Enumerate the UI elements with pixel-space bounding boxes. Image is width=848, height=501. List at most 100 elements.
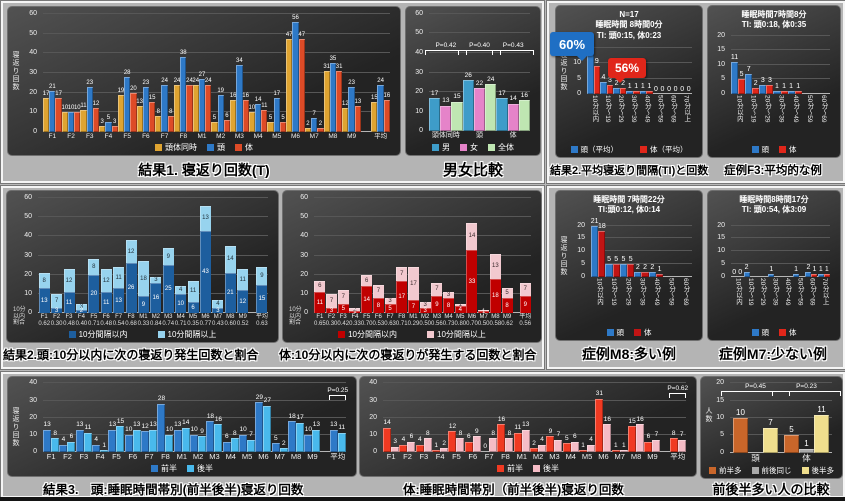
x-axis-label: 平均 xyxy=(371,132,390,140)
y-tick-label: 20 xyxy=(717,31,725,39)
bar xyxy=(286,39,293,132)
bar xyxy=(383,427,392,452)
bar-value-label: 0 xyxy=(686,86,691,93)
x-axis-label-text: 体 xyxy=(802,452,811,463)
bar-column: 5 xyxy=(267,10,274,132)
bar-segment: 5 xyxy=(501,288,513,298)
legend-item: 後半多 xyxy=(801,465,834,476)
bar xyxy=(440,105,452,132)
legend-label: 後半 xyxy=(197,464,213,473)
stacked-bar: 14 33 xyxy=(466,194,478,314)
bar xyxy=(646,90,653,94)
bar-value-label: 10 xyxy=(239,426,247,434)
legend: 前半 後半 xyxy=(13,461,351,474)
bar-column: 12 xyxy=(448,380,457,452)
bar-value-label: 11 xyxy=(261,103,268,110)
bar-column: 16 xyxy=(242,10,249,132)
caption-result1: 結果1. 寝返り回数(T) xyxy=(138,162,270,178)
bar-value-label: 13 xyxy=(40,297,48,304)
bar-value-label: 2 xyxy=(442,439,446,447)
bar-value-label: 1 xyxy=(627,82,632,90)
x-axis-label-text: M9 xyxy=(307,451,318,461)
bar-column: 11 xyxy=(261,10,268,132)
x-axis-label: M7 xyxy=(212,313,224,321)
bar-value-label: 3 xyxy=(388,297,392,304)
y-tick-label: 10 xyxy=(300,290,308,298)
bar-value-label: 11 xyxy=(817,404,826,414)
y-tick-label: 60 xyxy=(29,9,37,17)
bar-value-label: 15 xyxy=(628,417,636,425)
bar xyxy=(464,441,473,452)
ratio-cell: 0.63 xyxy=(256,321,268,327)
bar-segment: 9 xyxy=(519,296,531,314)
y-tick-label: 0 xyxy=(581,273,585,280)
bar-value-label: 9 xyxy=(200,427,204,435)
x-axis-label: F1 xyxy=(38,313,50,321)
bar xyxy=(587,444,596,452)
bar xyxy=(669,438,678,452)
chart-title: 睡眠時間8時間17分 TI: 頭0:54, 体3:09 xyxy=(713,195,835,216)
block-bottom: 0 10 20 30 40 13 8 4 6 13 11 4 1 13 15 10 13 12 13 28 10 13 14… xyxy=(1,372,845,498)
x-axis-label-text: M8 xyxy=(630,451,642,461)
bar-value-label: 3 xyxy=(423,301,427,308)
x-axis-label-text: M6 xyxy=(467,314,477,321)
bar xyxy=(155,116,162,132)
bar-value-label: 24 xyxy=(377,77,384,84)
x-axis-label: F6 xyxy=(373,313,385,321)
bar-column: 2 xyxy=(279,380,288,452)
bar-value-label: 21 xyxy=(49,83,56,90)
x-axis-label: 20分～29 xyxy=(756,277,768,325)
x-axis-label-text: F1 xyxy=(46,451,56,461)
bar-column: 8 xyxy=(456,380,465,452)
bar-group: 16 8 xyxy=(497,380,514,452)
bar xyxy=(108,429,117,452)
bar xyxy=(230,100,237,132)
stacked-bar: 12 26 xyxy=(125,194,137,314)
gridline xyxy=(383,433,686,435)
bar-column: 1 xyxy=(794,33,802,94)
bar-group: 11 6 xyxy=(187,194,199,314)
bar-value-label: 7 xyxy=(746,65,751,73)
bar-column: 7 xyxy=(247,380,256,452)
bar-value-label: 6 xyxy=(409,433,414,440)
x-axis-label: F5 xyxy=(88,313,100,321)
bar-column: 5 xyxy=(619,218,628,277)
bar-group: 10 10 10 xyxy=(61,10,81,132)
y-tick-label: 0 xyxy=(721,90,725,97)
bar-column: 13 xyxy=(43,380,52,452)
gridline xyxy=(429,12,530,14)
bar-value-label: 3 xyxy=(329,307,334,314)
bar-value-label: 3 xyxy=(79,303,84,310)
bar-column: 8 xyxy=(505,380,514,452)
y-tick-label: 0 xyxy=(720,448,724,456)
legend-label: 10分間隔以内 xyxy=(78,330,128,339)
ratio-cell: 0.48 xyxy=(63,321,75,327)
bar-segment: 7 xyxy=(396,267,408,281)
chart-title-line: TI:頭0:12, 体0:14 xyxy=(597,205,661,215)
x-axis-label-text: 体 xyxy=(509,132,517,140)
bar xyxy=(429,98,441,132)
bar xyxy=(198,78,206,132)
x-axis-label: 10分以内 xyxy=(587,94,600,142)
x-axis-label-text: 30分～39 xyxy=(771,278,779,306)
x-axis-label: 平均 xyxy=(330,452,346,461)
x-axis-label: M1 xyxy=(137,313,149,321)
bar-value-label: 11 xyxy=(338,424,346,432)
ratio-row-label: 10分 以内 割合 xyxy=(289,307,302,327)
bar-column: 15 xyxy=(451,10,463,132)
bar-value-label: 10 xyxy=(61,105,69,112)
bar-value-label: 19 xyxy=(117,87,125,94)
p-value-annotation: P=0.40 xyxy=(454,42,504,55)
bar xyxy=(261,110,268,132)
bar xyxy=(794,91,802,94)
bar-segment: 14 xyxy=(361,286,373,314)
x-axis-label: F5 xyxy=(118,132,137,140)
bar-column: 8 xyxy=(489,380,498,452)
bar-column: 13 xyxy=(75,380,84,452)
x-axis-label: M6 xyxy=(595,452,611,461)
stacked-bar: 14 21 xyxy=(224,194,236,314)
